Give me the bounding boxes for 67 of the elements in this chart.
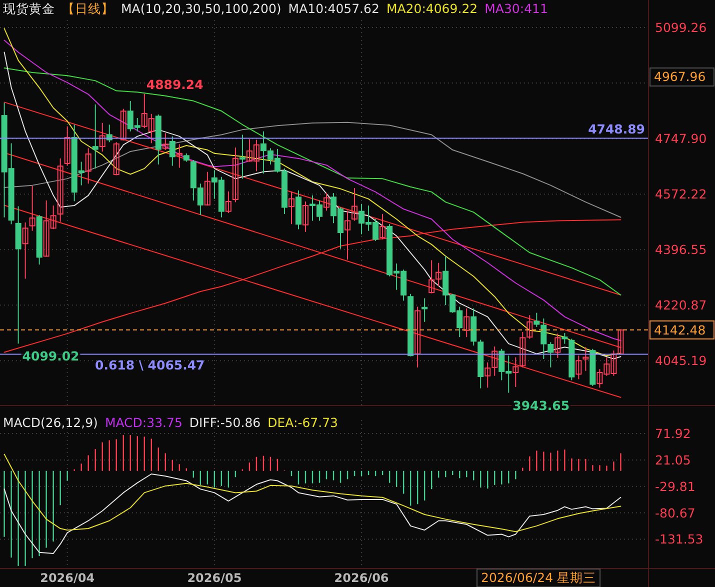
candlestick bbox=[554, 333, 561, 358]
candlestick bbox=[162, 132, 168, 150]
line-series bbox=[4, 454, 622, 532]
candlestick bbox=[204, 171, 210, 206]
candlestick bbox=[85, 148, 92, 184]
candlestick bbox=[428, 260, 435, 294]
y-tick-label: -80.67 bbox=[655, 505, 696, 520]
series-label: MACD:33.75 bbox=[104, 415, 182, 430]
annotation: 4099.02 bbox=[22, 348, 80, 364]
candlestick bbox=[344, 210, 351, 260]
text: MA20:4069.22 bbox=[386, 1, 478, 16]
candlestick bbox=[422, 298, 428, 322]
y-tick-label: 5099.26 bbox=[655, 20, 707, 36]
ref-line-label: 0.618 \ 4065.47 bbox=[95, 357, 205, 372]
candlestick bbox=[288, 190, 294, 225]
candlestick bbox=[324, 192, 330, 212]
candlestick bbox=[380, 214, 386, 240]
candlestick bbox=[576, 355, 582, 380]
x-tick-label: 2026/04 bbox=[40, 571, 95, 585]
y-tick-label: 4396.55 bbox=[655, 242, 707, 258]
line-series bbox=[4, 474, 622, 554]
chart-title: 现货黄金 bbox=[3, 1, 55, 16]
text: DEA:-67.73 bbox=[268, 415, 338, 430]
candlestick bbox=[562, 332, 568, 344]
candlestick bbox=[582, 346, 589, 372]
y-tick-label: 71.92 bbox=[655, 426, 691, 442]
candlestick bbox=[169, 136, 176, 166]
candlestick bbox=[464, 308, 470, 338]
annotation: 4889.24 bbox=[146, 76, 204, 92]
candlestick bbox=[225, 190, 232, 214]
y-tick-label: 21.05 bbox=[655, 452, 691, 468]
text: 4967.96 bbox=[654, 69, 706, 84]
y-tick-label: 4045.19 bbox=[655, 353, 707, 368]
annotation: 3943.65 bbox=[512, 398, 570, 413]
candlestick bbox=[22, 222, 28, 280]
legend-title: MA(10,20,30,50,100,200) bbox=[121, 1, 282, 16]
y-tick-label: 4572.22 bbox=[655, 186, 707, 202]
candlestick bbox=[57, 158, 64, 222]
text: DIFF:-50.86 bbox=[189, 415, 261, 430]
y-tick-label: -29.81 bbox=[655, 478, 696, 494]
x-tick-label: 2026/05 bbox=[187, 571, 242, 585]
x-tick-label: 2026/06 bbox=[334, 571, 389, 585]
candlestick bbox=[176, 144, 182, 168]
candlestick bbox=[29, 186, 36, 232]
ref-line-label: 4748.89 bbox=[588, 121, 645, 136]
y-tick-label: -131.53 bbox=[655, 532, 704, 547]
candlestick bbox=[64, 126, 70, 166]
candlestick bbox=[113, 142, 120, 176]
candlestick bbox=[534, 312, 540, 328]
text: MA30:411 bbox=[484, 1, 548, 16]
candlestick bbox=[232, 147, 238, 203]
candlestick bbox=[436, 262, 442, 287]
candlestick bbox=[99, 122, 106, 152]
candlestick bbox=[239, 134, 246, 180]
candlestick bbox=[302, 201, 308, 232]
y-tick-label: 4220.87 bbox=[655, 298, 707, 313]
candlestick bbox=[352, 188, 358, 222]
ref-line-label: 4142.48 bbox=[654, 322, 706, 338]
chart-subtitle: 【日线】 bbox=[62, 1, 114, 16]
candlestick bbox=[92, 104, 98, 170]
candlestick bbox=[414, 306, 421, 368]
candlestick bbox=[512, 356, 519, 388]
text: MA10:4057.62 bbox=[288, 1, 380, 16]
candlestick bbox=[120, 108, 126, 141]
chart-title: MACD(26,12,9) bbox=[3, 415, 98, 430]
y-tick-label: 4747.90 bbox=[655, 131, 707, 146]
text: 2026/06/24 星期三 bbox=[481, 570, 596, 585]
